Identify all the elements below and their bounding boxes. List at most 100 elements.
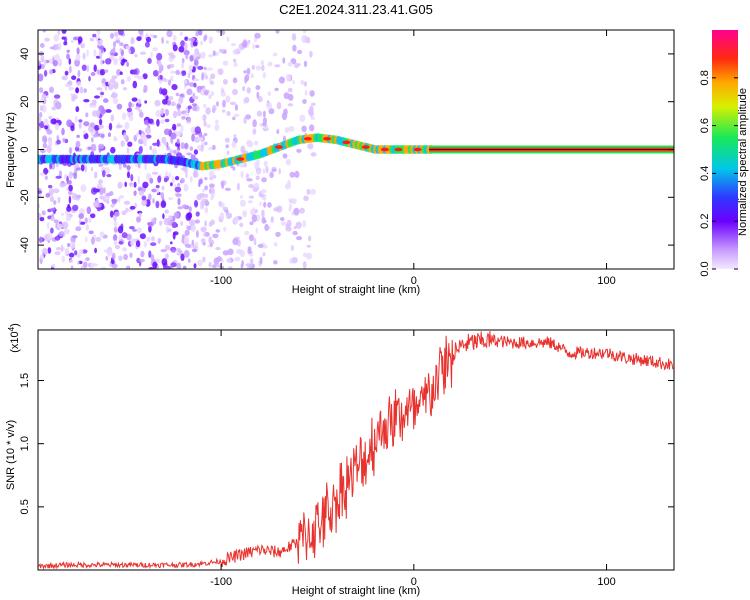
spectrogram-noise-blob — [202, 188, 205, 193]
spectrogram-ticks: -100 0 100 -40 -20 0 20 40 — [19, 30, 674, 287]
spectrogram-noise-blob — [88, 75, 91, 82]
spectrogram-noise-blob — [134, 53, 138, 58]
spectrogram-noise-blob — [170, 70, 177, 74]
spectrogram-noise-blob — [58, 59, 63, 66]
spectrogram-noise-blob — [123, 253, 128, 261]
spectrogram-noise-blob — [54, 122, 60, 131]
spectrogram-noise-blob — [220, 181, 225, 188]
spectrogram-noise-blob — [38, 190, 42, 194]
snr-y-tick-label: 1.5 — [19, 373, 31, 388]
spectrogram-noise-blob — [283, 92, 290, 100]
spectrogram-noise-blob — [285, 74, 292, 82]
spectrogram-noise-blob — [103, 98, 109, 103]
spectrogram-noise-blob — [124, 121, 130, 130]
spectrogram-noise-blob — [161, 136, 167, 144]
spectrogram-noise-blob — [274, 64, 281, 68]
spectrogram-noise-blob — [92, 134, 99, 138]
spectrogram-noise-blob — [301, 35, 307, 43]
spectrogram-noise-blob — [245, 173, 250, 179]
spectrogram-noise-blob — [239, 199, 246, 207]
spectrogram-noise-blob — [120, 79, 125, 85]
spectrogram-noise-blob — [197, 259, 203, 267]
spectrogram-noise-blob — [202, 114, 207, 122]
spectrogram-noise-blob — [126, 171, 131, 179]
spectrogram-noise-blob — [309, 189, 316, 195]
spectrogram-noise-blob — [57, 196, 61, 204]
spectrogram-noise-blob — [93, 124, 100, 131]
spectrogram-noise-blob — [194, 48, 199, 55]
spectrogram-noise-blob — [296, 148, 302, 153]
spectrogram-noise-blob — [180, 167, 186, 171]
spectrogram-noise-blob — [193, 149, 198, 155]
spectrogram-noise-blob — [139, 111, 144, 118]
spectrogram-noise-blob — [220, 91, 226, 97]
spectrogram-noise-blob — [194, 126, 201, 134]
spectrogram-noise-blob — [118, 241, 124, 245]
spectrogram-panel: -100 0 100 -40 -20 0 20 40 Height of straight l… — [5, 29, 675, 296]
spectrogram-noise-blob — [151, 218, 155, 222]
spectrogram-noise-blob — [200, 238, 206, 244]
spectrogram-noise-blob — [68, 184, 73, 192]
spectrogram-noise-blob — [180, 221, 183, 226]
spectrogram-noise-blob — [39, 105, 44, 112]
spectrogram-noise-blob — [246, 178, 253, 182]
spectrogram-noise-blob — [171, 84, 178, 91]
spectrogram-noise-blob — [166, 30, 173, 38]
spectrogram-noise-blob — [46, 145, 52, 154]
spectrogram-noise-blob — [108, 132, 111, 137]
spectrogram-noise-blob — [142, 181, 149, 188]
spectrogram-noise-blob — [122, 247, 128, 252]
spectrogram-noise-blob — [97, 39, 103, 47]
spectrogram-noise-blob — [189, 55, 194, 62]
spectrogram-noise-blob — [265, 166, 269, 174]
spectrogram-noise-blob — [204, 141, 208, 146]
spectrogram-noise-blob — [38, 236, 43, 244]
spectrogram-noise-blob — [205, 107, 211, 115]
spectrogram-noise-blob — [112, 46, 116, 54]
spectrogram-noise-blob — [232, 77, 238, 84]
spectrogram-noise-blob — [189, 206, 192, 213]
spectrogram-noise-blob — [114, 244, 121, 250]
spectrogram-noise-blob — [66, 49, 70, 53]
spectrogram-noise-blob — [152, 47, 159, 52]
spectrogram-noise-blob — [292, 80, 296, 84]
spectrogram-noise-blob — [77, 261, 80, 265]
spectrogram-noise-blob — [233, 58, 237, 63]
spectrogram-noise-blob — [68, 171, 73, 179]
spectrogram-noise-blob — [240, 170, 244, 178]
spectrogram-noise-blob — [165, 171, 169, 177]
spectrogram-noise-blob — [43, 136, 48, 144]
spectrogram-noise-blob — [86, 65, 90, 73]
spectrogram-noise-blob — [262, 117, 268, 124]
spectrogram-noise-blob — [143, 84, 148, 93]
spectrogram-noise-blob — [172, 123, 177, 131]
spectrogram-noise-blob — [168, 197, 173, 201]
spectrogram-noise-blob — [142, 135, 148, 144]
colorbar-title: Normalized spectral amplitude — [737, 88, 749, 236]
spectrogram-noise-blob — [74, 197, 80, 201]
spectrogram-noise-blob — [110, 55, 114, 59]
spectrogram-noise-blob — [113, 226, 118, 233]
spectrogram-y-tick-label: 40 — [19, 48, 31, 60]
spectrogram-noise-blob — [119, 194, 125, 199]
spectrogram-noise-blob — [187, 73, 191, 79]
spectrogram-noise-blob — [128, 101, 132, 108]
spectrogram-noise-blob — [203, 90, 209, 96]
spectrogram-noise-blob — [80, 184, 87, 192]
spectrogram-noise-blob — [168, 215, 174, 221]
spectrogram-noise-blob — [121, 232, 128, 239]
spectrogram-noise-blob — [253, 237, 257, 246]
colorbar-tick-label: 0.8 — [699, 70, 711, 85]
spectrogram-noise-blob — [294, 170, 300, 178]
spectrogram-noise-blob — [197, 65, 204, 70]
spectrogram-noise-blob — [151, 236, 155, 242]
spectrogram-noise-blob — [267, 91, 271, 96]
snr-frame — [37, 329, 675, 571]
spectrogram-y-tick-label: 20 — [19, 96, 31, 108]
spectrogram-noise-blob — [38, 116, 42, 124]
spectrogram-noise-blob — [61, 75, 68, 81]
spectrogram-noise-blob — [124, 181, 127, 187]
spectrogram-noise-blob — [175, 69, 180, 76]
spectrogram-noise-blob — [62, 221, 69, 230]
